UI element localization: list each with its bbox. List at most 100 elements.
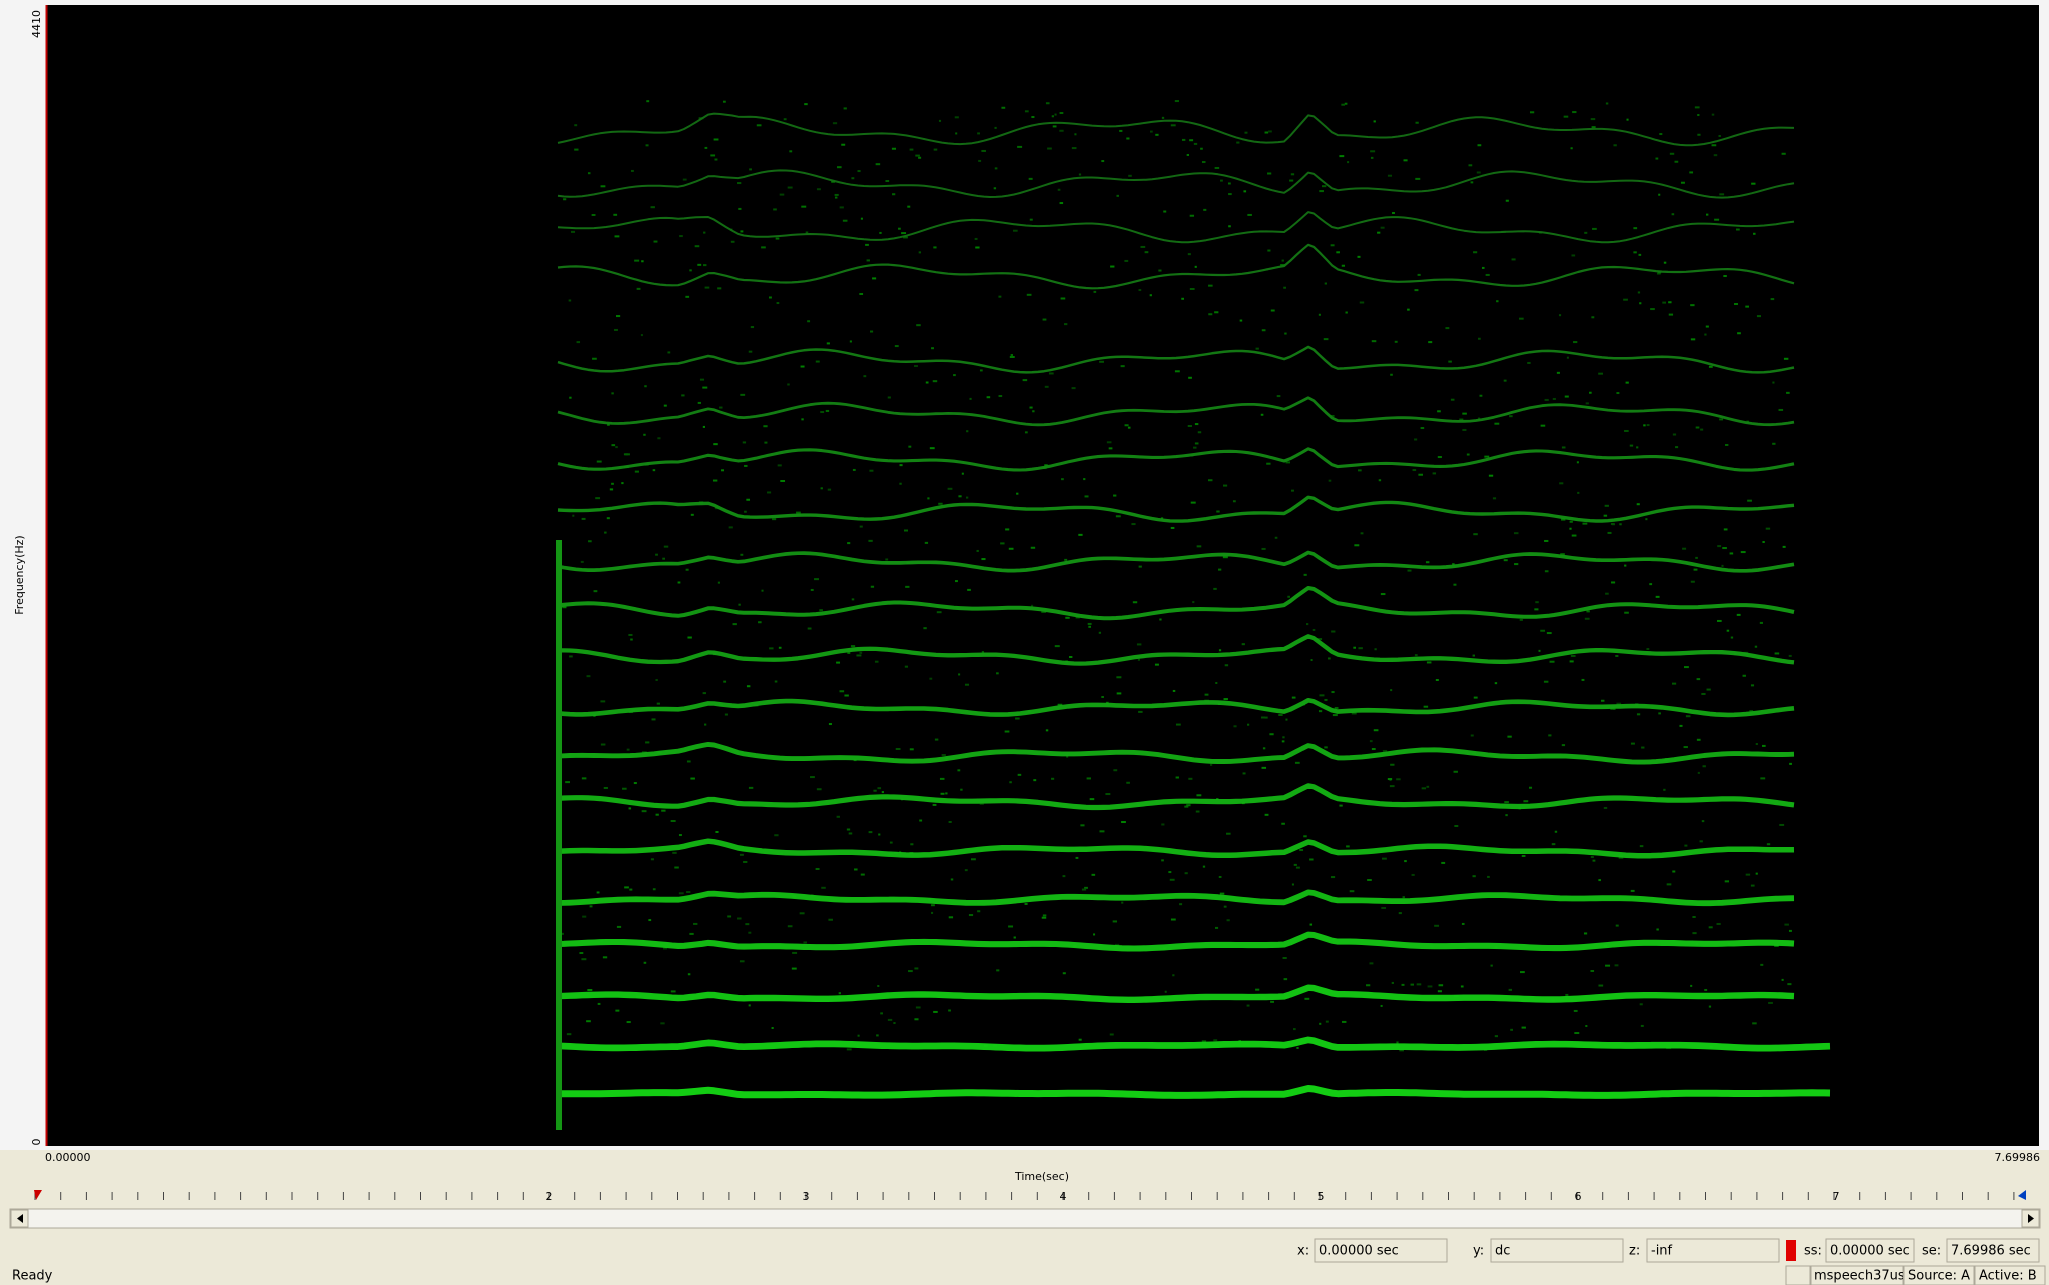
speckle: [1671, 682, 1677, 685]
speckle: [1783, 357, 1789, 360]
speckle: [613, 213, 618, 216]
speckle: [1590, 118, 1596, 121]
ss-label: ss:: [1804, 1244, 1822, 1259]
speckle: [1666, 883, 1672, 886]
speckle: [1540, 424, 1546, 427]
speckle: [1411, 873, 1415, 876]
speckle: [958, 495, 962, 498]
speckle: [1510, 1028, 1513, 1031]
speckle: [1366, 984, 1371, 987]
speckle: [1399, 1049, 1404, 1052]
scroll-right-arrow: [2028, 1214, 2034, 1223]
speckle: [1548, 734, 1552, 737]
speckle: [1585, 1025, 1588, 1028]
speckle: [1656, 272, 1661, 275]
speckle: [689, 269, 692, 272]
speckle: [685, 568, 689, 571]
speckle: [1192, 601, 1195, 604]
speckle: [1645, 518, 1648, 521]
speckle: [1659, 133, 1663, 136]
status-message: Ready: [12, 1269, 53, 1284]
speckle: [1668, 313, 1674, 316]
speckle: [1679, 724, 1683, 727]
speckle: [1138, 565, 1142, 568]
speckle: [648, 919, 652, 922]
speckle: [679, 235, 683, 238]
speckle: [885, 558, 889, 561]
speckle: [1319, 1022, 1322, 1025]
speckle: [1558, 314, 1562, 317]
scrollbar[interactable]: [9, 1208, 2041, 1229]
speckle: [1772, 381, 1775, 384]
speckle: [1450, 398, 1455, 401]
speckle: [1708, 926, 1713, 929]
speckle: [965, 496, 969, 499]
speckle: [1477, 144, 1482, 147]
speckle: [837, 166, 842, 169]
speckle: [1116, 676, 1122, 679]
speckle: [1766, 843, 1771, 846]
speckle: [1569, 520, 1573, 523]
speckle: [749, 168, 752, 171]
harmonic: [557, 741, 1795, 765]
speckle: [670, 820, 676, 823]
speckle: [908, 970, 913, 973]
speckle: [581, 777, 587, 780]
speckle: [663, 404, 667, 407]
speckle: [685, 295, 690, 298]
speckle: [1611, 581, 1616, 584]
speckle: [918, 251, 922, 254]
speckle: [1370, 150, 1376, 153]
speckle: [1041, 610, 1047, 613]
speckle: [1220, 179, 1223, 182]
speckle: [1291, 883, 1294, 886]
speckle: [1216, 510, 1220, 513]
speckle: [1289, 179, 1294, 182]
start-marker[interactable]: [34, 1190, 42, 1200]
speckle: [803, 941, 807, 944]
speckle: [957, 769, 961, 772]
speckle: [1161, 823, 1165, 826]
end-marker[interactable]: [2018, 1190, 2026, 1200]
speckle: [1487, 875, 1490, 878]
speckle: [1026, 293, 1032, 296]
speckle: [1121, 821, 1126, 824]
speckle: [1623, 298, 1628, 301]
speckle: [1081, 888, 1087, 891]
speckle: [1513, 532, 1519, 535]
speckle: [1131, 523, 1136, 526]
speckle: [1723, 528, 1728, 531]
speckle: [1561, 446, 1566, 449]
speckle: [1016, 492, 1019, 495]
speckle: [1481, 266, 1485, 269]
speckle: [1615, 654, 1619, 657]
speckle: [916, 324, 921, 327]
speckle: [1128, 174, 1132, 177]
speckle: [1093, 290, 1097, 293]
speckle: [1127, 426, 1131, 429]
speckle: [1030, 546, 1036, 549]
speckle: [1583, 932, 1588, 935]
speckle: [1059, 202, 1064, 205]
speckle: [801, 205, 807, 208]
speckle: [820, 411, 825, 414]
speckle: [1434, 924, 1440, 927]
speckle: [1573, 1009, 1578, 1012]
speckle: [979, 802, 984, 805]
speckle: [1590, 856, 1594, 859]
speckle: [1140, 245, 1146, 248]
speckle: [1508, 988, 1513, 991]
speckle: [1159, 618, 1162, 621]
speckle: [821, 886, 826, 889]
speckle: [586, 1020, 591, 1023]
speckle: [652, 888, 656, 891]
speckle: [1044, 464, 1048, 467]
speckle: [969, 397, 972, 400]
speckle: [1380, 226, 1385, 229]
speckle: [842, 219, 848, 222]
speckle: [739, 853, 744, 856]
speckle: [1149, 294, 1152, 297]
speckle: [581, 958, 587, 961]
speckle: [1233, 725, 1237, 728]
speckle: [816, 788, 822, 791]
